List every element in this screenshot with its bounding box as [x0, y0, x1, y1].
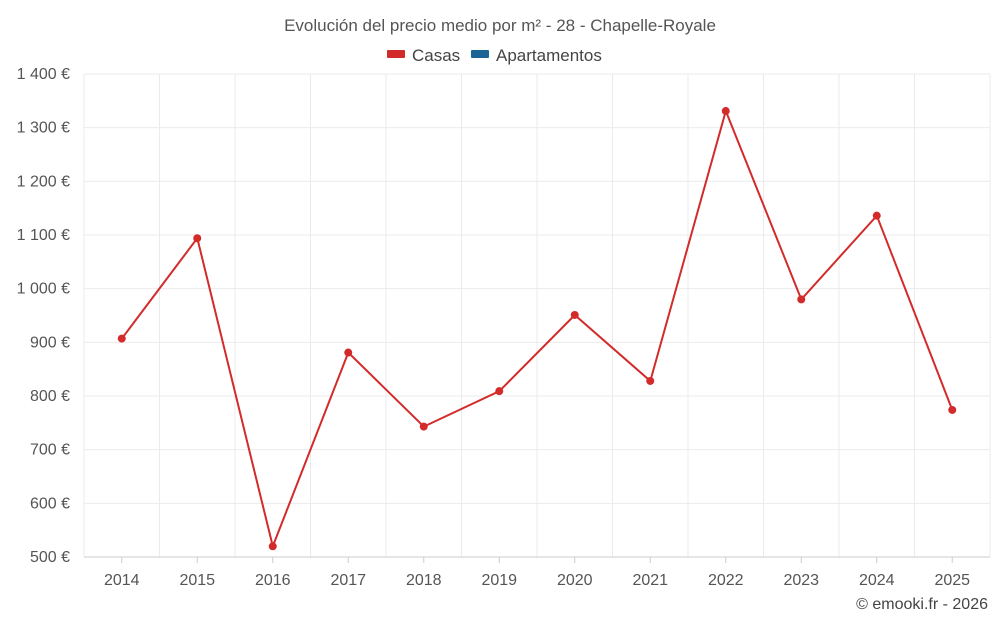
y-tick-label: 1 300 € — [17, 120, 70, 137]
x-tick-label: 2023 — [783, 572, 819, 589]
x-tick-label: 2018 — [406, 572, 442, 589]
legend-label-casas: Casas — [412, 46, 460, 65]
data-point[interactable] — [570, 310, 579, 319]
x-axis: 2014 2015 2016 2017 2018 2019 2020 2021 2022 2023… — [84, 556, 990, 589]
legend-item-apartamentos[interactable]: Apartamentos — [471, 46, 602, 65]
legend-swatch-casas — [387, 50, 405, 58]
y-tick-label: 1 000 € — [17, 281, 70, 298]
data-point[interactable] — [721, 107, 730, 116]
y-tick-label: 600 € — [30, 495, 70, 512]
x-tick-label: 2022 — [708, 572, 744, 589]
data-point[interactable] — [268, 542, 277, 551]
y-tick-label: 800 € — [30, 388, 70, 405]
x-tick-label: 2021 — [632, 572, 668, 589]
data-point[interactable] — [797, 295, 806, 304]
y-axis: 500 € 600 € 700 € 800 € 900 € 1 000 € 1 100 € 1… — [17, 66, 70, 566]
data-point[interactable] — [948, 405, 957, 414]
legend-swatch-apartamentos — [471, 50, 489, 58]
x-tick-label: 2024 — [859, 572, 895, 589]
data-point[interactable] — [344, 348, 353, 357]
y-tick-label: 1 100 € — [17, 227, 70, 244]
data-point[interactable] — [872, 211, 881, 220]
x-tick-label: 2016 — [255, 572, 291, 589]
x-tick-label: 2014 — [104, 572, 140, 589]
legend-label-apartamentos: Apartamentos — [496, 46, 602, 65]
y-tick-label: 1 400 € — [17, 66, 70, 83]
x-tick-label: 2015 — [179, 572, 215, 589]
x-tick-label: 2017 — [330, 572, 366, 589]
y-tick-label: 1 200 € — [17, 173, 70, 190]
x-tick-label: 2020 — [557, 572, 593, 589]
data-point[interactable] — [646, 376, 655, 385]
data-point[interactable] — [193, 234, 202, 243]
x-tick-label: 2025 — [934, 572, 970, 589]
x-tick-label: 2019 — [481, 572, 517, 589]
y-tick-label: 700 € — [30, 442, 70, 459]
data-point[interactable] — [495, 387, 504, 396]
legend-item-casas[interactable]: Casas — [387, 46, 460, 65]
credit-text: © emooki.fr - 2026 — [856, 596, 988, 613]
legend: Casas Apartamentos — [387, 46, 602, 65]
y-tick-label: 500 € — [30, 549, 70, 566]
chart-title: Evolución del precio medio por m² - 28 -… — [284, 16, 716, 35]
series-casas — [117, 107, 957, 551]
data-point[interactable] — [117, 334, 126, 343]
series-line-casas — [121, 107, 954, 550]
data-point[interactable] — [419, 422, 428, 431]
y-tick-label: 900 € — [30, 334, 70, 351]
gridlines — [83, 73, 991, 557]
